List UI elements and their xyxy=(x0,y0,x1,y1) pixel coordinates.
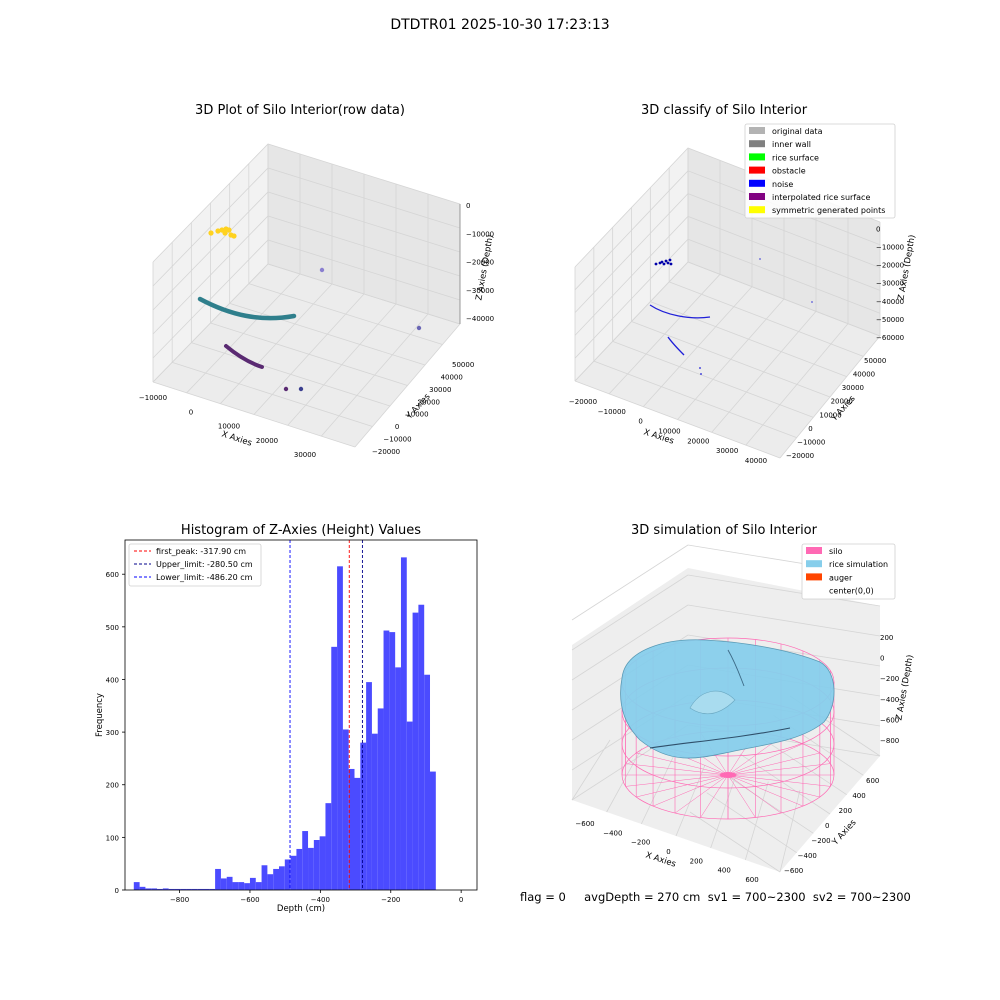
panel2-title: 3D classify of Silo Interior xyxy=(640,103,808,118)
status-footer: flag = 0 avgDepth = 270 cm sv1 = 700~230… xyxy=(520,890,911,904)
panel1-title: 3D Plot of Silo Interior(row data) xyxy=(195,103,405,118)
panel4-title: 3D simulation of Silo Interior xyxy=(631,523,817,538)
figure-title: DTDTR01 2025-10-30 17:23:13 xyxy=(390,17,610,33)
histogram-title: Histogram of Z-Axies (Height) Values xyxy=(180,523,422,538)
